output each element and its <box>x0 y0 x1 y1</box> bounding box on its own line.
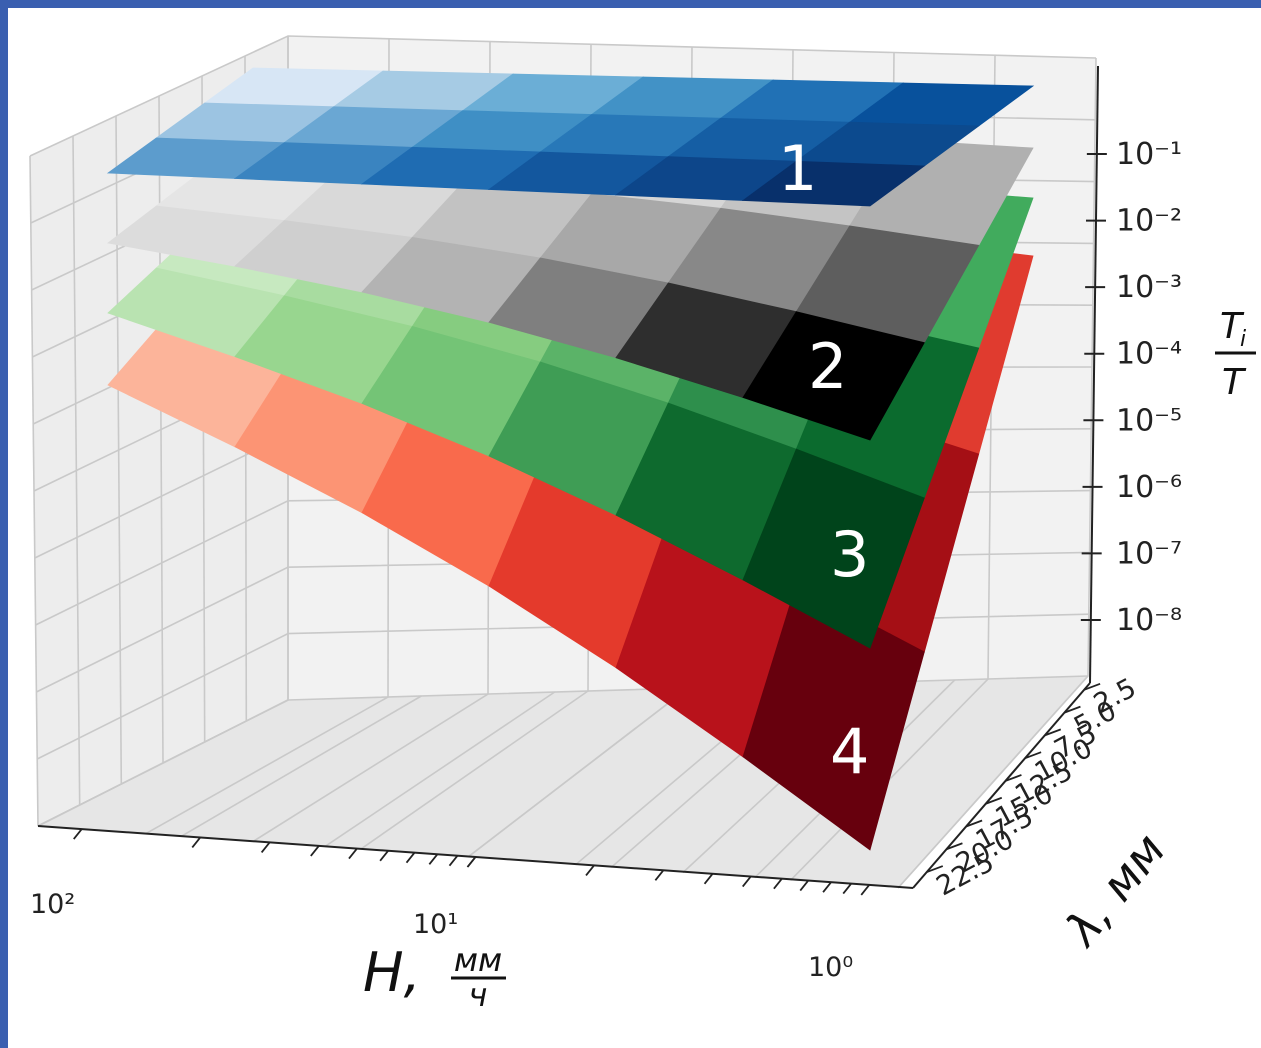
surfaces: 4 3 2 1 <box>106 67 1035 851</box>
h-tick <box>310 845 320 857</box>
h-tick <box>448 855 459 867</box>
z-tick-label: 10⁻³ <box>1116 270 1182 305</box>
z-tick-label: 10⁻⁸ <box>1116 603 1182 638</box>
h-tick <box>799 880 809 892</box>
surface-cell <box>741 160 926 207</box>
grid-line <box>324 691 556 848</box>
lambda-tick <box>1064 705 1081 714</box>
h-tick <box>860 884 870 896</box>
surface-label-2: 2 <box>808 330 847 403</box>
z-axis-line <box>1089 65 1099 684</box>
h-tick <box>73 828 83 840</box>
surface-plot: 4 3 2 1 10⁻¹ 10⁻² 10⁻³ 10⁻⁴ 10⁻⁵ 10⁻⁶ 10⁻⁷ 10⁻⁸ 10²… <box>29 35 1256 1014</box>
z-tick-label: 10⁻⁴ <box>1116 337 1182 372</box>
grid-line <box>29 155 39 827</box>
axes-lines <box>37 65 1107 896</box>
surface-labels: 4 3 2 1 <box>778 132 869 788</box>
grid-line <box>115 115 123 785</box>
z-tick-label: 10⁻⁵ <box>1116 403 1182 438</box>
h-axis-title: H, <box>363 941 421 1004</box>
grid-line <box>72 135 81 806</box>
z-axis-title-numerator: T <box>1220 306 1245 347</box>
h-tick <box>654 869 665 881</box>
grid-line <box>897 675 1089 889</box>
lambda-tick <box>1005 774 1022 782</box>
h-tick-label: 10² <box>30 889 75 920</box>
lambda-tick <box>1044 728 1062 737</box>
h-tick <box>260 841 271 853</box>
z-tick-label: 10⁻⁷ <box>1116 536 1182 571</box>
h-tick <box>585 864 595 876</box>
h-tick-label: 10⁰ <box>808 952 853 983</box>
surface-label-3: 3 <box>830 518 869 591</box>
grid-line <box>180 695 422 837</box>
lambda-tick <box>926 865 944 873</box>
h-tick <box>842 883 852 895</box>
h-axis-unit-denominator: ч <box>469 976 488 1014</box>
h-tick <box>348 848 358 860</box>
lambda-tick <box>1024 751 1042 760</box>
h-tick <box>191 836 201 849</box>
h-tick <box>742 875 752 888</box>
h-tick <box>405 852 416 864</box>
z-tick-label: 10⁻² <box>1116 204 1182 239</box>
z-axis-title-subscript: i <box>1240 327 1246 352</box>
lambda-tick <box>985 796 1003 805</box>
surface-cell <box>742 311 925 441</box>
figure-frame: 4 3 2 1 10⁻¹ 10⁻² 10⁻³ 10⁻⁴ 10⁻⁵ 10⁻⁶ 10⁻⁷ 10⁻⁸ 10²… <box>8 8 1261 1048</box>
surface-label-4: 4 <box>830 715 869 788</box>
h-axis-unit-numerator: мм <box>454 941 502 979</box>
surface-label-1: 1 <box>778 132 817 205</box>
surface-cell <box>742 583 925 851</box>
h-tick <box>822 881 832 893</box>
z-axis-title-denominator: T <box>1222 362 1247 403</box>
h-tick <box>773 878 783 890</box>
surface-cell <box>742 448 925 649</box>
lambda-tick <box>1083 682 1101 691</box>
grid-line <box>467 687 689 858</box>
z-tick-label: 10⁻⁶ <box>1116 470 1182 505</box>
h-tick <box>379 850 389 862</box>
h-tick <box>428 853 439 865</box>
h-tick-label: 10¹ <box>413 909 458 940</box>
lambda-axis-title: λ, мм <box>1053 823 1176 957</box>
lambda-tick <box>946 842 963 851</box>
h-tick <box>466 856 477 868</box>
z-tick-label: 10⁻¹ <box>1116 137 1182 172</box>
h-tick <box>703 873 714 885</box>
lambda-axis-line <box>912 682 1091 889</box>
lambda-tick <box>965 819 983 828</box>
surface-1 <box>106 67 1035 207</box>
